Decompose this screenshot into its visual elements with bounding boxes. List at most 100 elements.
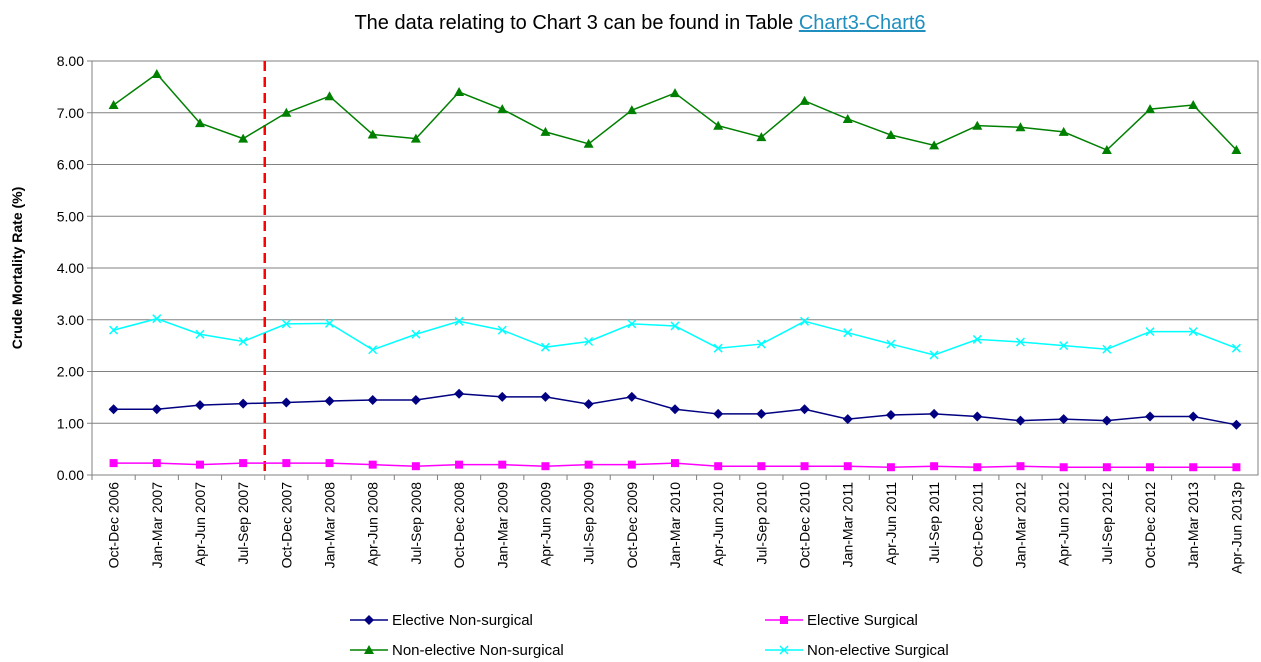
marker — [584, 336, 594, 347]
x-tick-label: Oct-Dec 2012 — [1142, 482, 1158, 569]
marker — [584, 460, 593, 469]
marker — [454, 316, 464, 326]
marker — [1059, 463, 1068, 472]
chart-title-line: The data relating to Chart 3 can be foun… — [354, 12, 925, 34]
x-tick-label: Apr-Jun 2013p — [1228, 482, 1244, 574]
marker — [195, 329, 205, 339]
y-tick-label: 6.00 — [57, 157, 84, 173]
x-tick-label: Jul-Sep 2008 — [408, 482, 424, 565]
marker — [713, 408, 724, 419]
marker — [1146, 463, 1155, 472]
marker — [497, 325, 507, 335]
marker — [1059, 341, 1069, 351]
marker — [411, 462, 420, 471]
marker — [930, 462, 939, 471]
x-tick-label: Apr-Jun 2009 — [537, 482, 553, 566]
marker — [670, 404, 680, 415]
marker — [455, 460, 464, 469]
marker — [842, 113, 853, 123]
marker — [1058, 414, 1069, 425]
x-tick-label: Apr-Jun 2008 — [365, 482, 381, 566]
x-tick-label: Oct-Dec 2009 — [624, 482, 640, 569]
marker — [1232, 463, 1241, 472]
marker — [454, 87, 465, 97]
table-link[interactable]: Chart3-Chart6 — [799, 12, 926, 34]
marker — [885, 130, 896, 140]
marker — [800, 316, 810, 326]
x-tick-label: Jan-Mar 2008 — [322, 482, 338, 569]
marker — [108, 99, 119, 109]
marker — [282, 459, 291, 468]
marker — [1015, 415, 1026, 426]
x-tick-label: Oct-Dec 2008 — [451, 482, 467, 569]
marker — [1102, 344, 1112, 354]
x-tick-label: Jul-Sep 2007 — [235, 482, 251, 565]
marker — [281, 319, 291, 329]
x-tick-label: Jan-Mar 2009 — [494, 482, 510, 569]
marker — [929, 140, 940, 150]
marker — [324, 318, 335, 328]
marker — [885, 409, 896, 420]
x-tick-label: Oct-Dec 2011 — [969, 482, 985, 568]
marker — [411, 329, 421, 339]
marker — [626, 105, 637, 115]
legend-label: Elective Surgical — [807, 612, 918, 629]
y-tick-label: 4.00 — [57, 260, 84, 276]
marker — [410, 133, 421, 143]
marker — [843, 462, 852, 471]
marker — [1016, 462, 1025, 471]
x-tick-label: Oct-Dec 2010 — [797, 482, 813, 569]
marker — [368, 460, 377, 469]
x-tick-label: Jul-Sep 2009 — [581, 482, 597, 565]
marker — [1058, 126, 1069, 136]
marker — [799, 404, 810, 415]
marker — [713, 120, 724, 130]
marker — [194, 118, 205, 128]
legend-marker — [780, 616, 788, 624]
marker — [972, 334, 982, 344]
marker — [108, 404, 119, 415]
y-tick-label: 8.00 — [57, 53, 84, 69]
marker — [325, 459, 334, 468]
legend-label: Elective Non-surgical — [392, 612, 533, 629]
legend-label: Non-elective Non-surgical — [392, 642, 564, 659]
x-tick-label: Oct-Dec 2007 — [278, 482, 294, 569]
marker — [972, 120, 983, 130]
marker — [714, 462, 723, 471]
marker — [842, 414, 853, 425]
marker — [1101, 415, 1112, 426]
marker — [109, 325, 119, 335]
marker — [670, 321, 680, 331]
marker — [540, 126, 551, 136]
x-tick-label: Jul-Sep 2011 — [926, 482, 942, 564]
marker — [1015, 337, 1026, 347]
marker — [627, 460, 636, 469]
y-tick-label: 7.00 — [57, 105, 84, 121]
marker — [109, 459, 118, 468]
marker — [238, 336, 248, 347]
marker — [151, 68, 162, 78]
marker — [324, 91, 335, 101]
marker — [1231, 145, 1242, 155]
marker — [410, 394, 421, 405]
marker — [886, 339, 896, 349]
marker — [195, 460, 204, 469]
y-tick-label: 2.00 — [57, 364, 84, 380]
y-tick-label: 0.00 — [57, 467, 84, 483]
marker — [367, 394, 378, 405]
marker — [238, 133, 249, 143]
marker — [626, 391, 637, 402]
x-tick-label: Apr-Jun 2010 — [710, 482, 726, 566]
marker — [1231, 419, 1242, 430]
y-axis-label: Crude Mortality Rate (%) — [9, 187, 25, 350]
marker — [756, 408, 767, 419]
marker — [281, 397, 292, 408]
legend-label: Non-elective Surgical — [807, 642, 949, 659]
marker — [540, 342, 550, 352]
marker — [756, 339, 766, 349]
x-tick-label: Apr-Jun 2012 — [1056, 482, 1072, 566]
marker — [756, 132, 767, 142]
marker — [498, 460, 507, 469]
x-tick-label: Jul-Sep 2012 — [1099, 482, 1115, 565]
